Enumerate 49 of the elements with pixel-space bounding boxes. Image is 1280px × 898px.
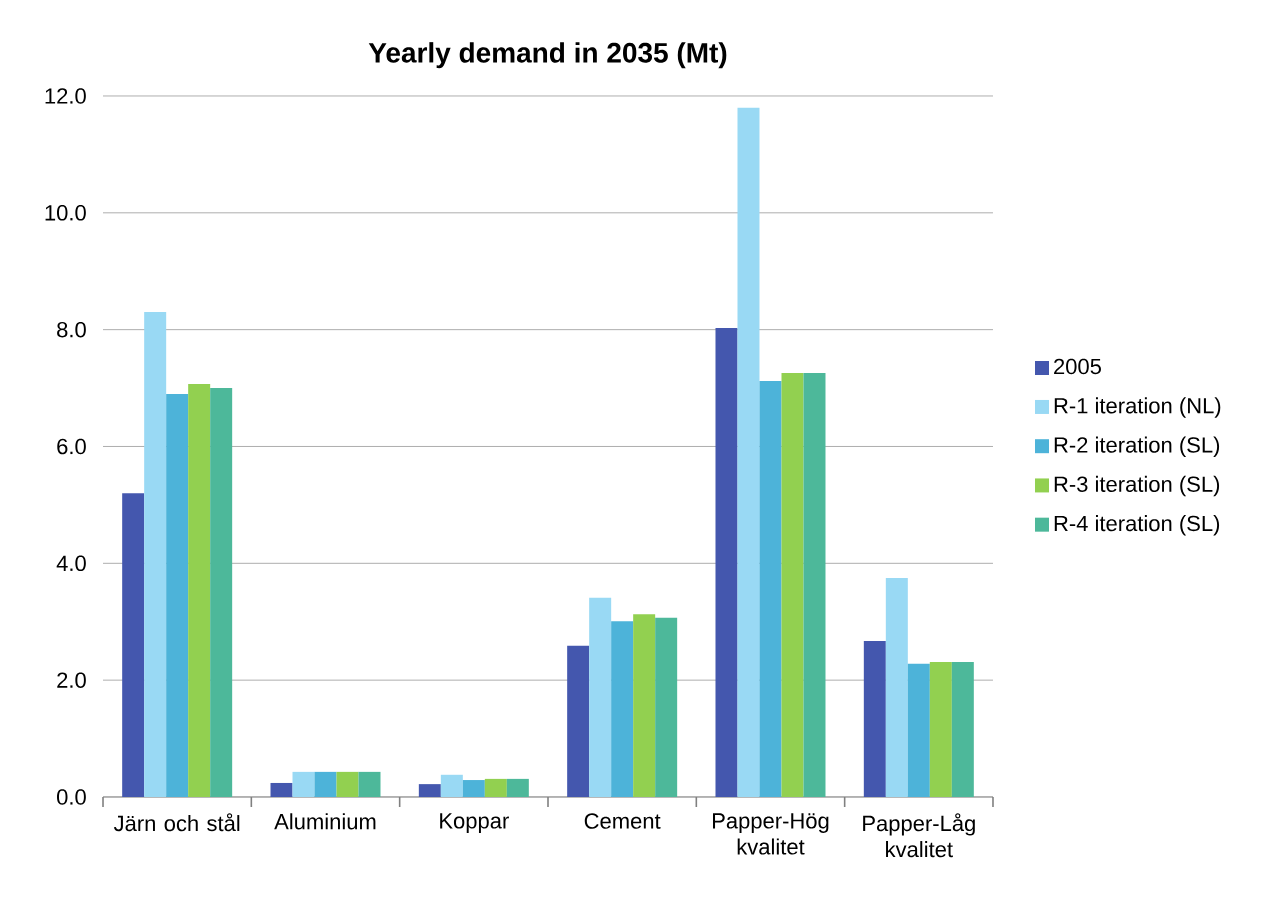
- y-tick-label: 12.0: [45, 88, 86, 104]
- x-tick-label: Cement: [584, 813, 661, 829]
- bar: [188, 383, 211, 797]
- bar: [144, 312, 167, 797]
- bar: [803, 372, 826, 797]
- bar: [907, 663, 930, 797]
- bar: [166, 393, 189, 797]
- bar: [506, 778, 529, 797]
- y-tick-label: 6.0: [57, 438, 86, 455]
- bar: [270, 782, 293, 797]
- legend-label: R-1 iteration (NL): [1054, 397, 1221, 418]
- bar: [655, 617, 678, 797]
- bar: [292, 771, 315, 797]
- y-tick-label: 8.0: [57, 321, 86, 338]
- y-tick-label: 0.0: [57, 789, 86, 805]
- bar: [929, 662, 952, 797]
- bar: [759, 381, 782, 797]
- x-tick-label: Koppar: [440, 813, 509, 833]
- bar: [781, 372, 804, 797]
- legend-label: R-2 iteration (SL): [1054, 436, 1220, 458]
- y-tick-label: 10.0: [45, 205, 86, 221]
- bar: [611, 621, 634, 797]
- bar: [314, 771, 337, 797]
- x-tick-label: Papper-Hög kvalitet: [713, 813, 829, 855]
- bar: [122, 493, 145, 797]
- y-tick-label: 2.0: [57, 672, 86, 688]
- x-tick-label: Aluminium: [274, 813, 376, 830]
- bar: [951, 662, 974, 797]
- bar: [336, 771, 359, 797]
- bar: [418, 784, 441, 797]
- legend-label: 2005: [1054, 358, 1101, 375]
- bar: [715, 327, 738, 797]
- legend-label: R-4 iteration (SL): [1054, 515, 1220, 536]
- bar: [210, 388, 233, 797]
- chart-title: Yearly demand in 2035 (Mt): [368, 42, 727, 69]
- bar: [358, 771, 381, 797]
- bar: [589, 597, 612, 797]
- x-tick-label: Papper-Låg kvalitet: [863, 813, 975, 858]
- bar: [633, 614, 656, 797]
- bar: [567, 645, 590, 797]
- bar: [863, 641, 886, 797]
- bar: [462, 780, 485, 797]
- bar: [484, 778, 507, 797]
- bar: [440, 774, 463, 797]
- bar: [737, 107, 760, 797]
- legend-label: R-3 iteration (SL): [1054, 475, 1220, 497]
- x-tick-label: Järn och stål: [113, 813, 240, 832]
- bar: [885, 577, 908, 797]
- y-tick-label: 4.0: [56, 555, 86, 572]
